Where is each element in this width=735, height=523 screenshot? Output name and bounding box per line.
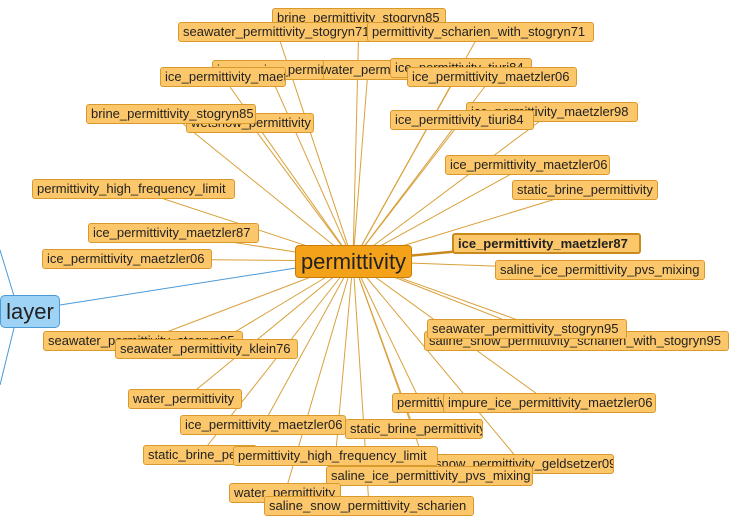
mindmap-node[interactable]: ice_permittivity_maetzler06 bbox=[407, 67, 577, 87]
edge bbox=[352, 111, 553, 262]
mindmap-node[interactable]: water_permittivity bbox=[128, 389, 242, 409]
edge bbox=[170, 113, 354, 262]
center-node-permittivity[interactable]: permittivity bbox=[295, 245, 412, 278]
edge bbox=[352, 67, 462, 262]
mindmap-node[interactable]: ice_permittivity_maetzler87 bbox=[88, 223, 259, 243]
mindmap-node[interactable]: static_brine_permittivity bbox=[512, 180, 658, 200]
mindmap-node[interactable]: ice_permittivity_maetzler06 bbox=[180, 415, 346, 435]
mindmap-node[interactable]: seawater_permittivity_klein76 bbox=[115, 339, 298, 359]
edge bbox=[249, 122, 354, 262]
edge bbox=[352, 260, 523, 465]
root-node-layer[interactable]: layer bbox=[0, 295, 60, 328]
mindmap-node[interactable]: saline_snow_permittivity_scharien bbox=[264, 496, 474, 516]
edge bbox=[262, 260, 354, 426]
edge-root-center bbox=[59, 267, 297, 306]
mindmap-node[interactable]: ice_permittivity_tiuri84 bbox=[390, 110, 534, 130]
mindmap-node[interactable]: permittivity_scharien_with_stogryn71 bbox=[367, 22, 594, 42]
edge-root-offscreen bbox=[0, 327, 15, 386]
mindmap-node[interactable]: static_brine_permittivity bbox=[143, 445, 257, 465]
mindmap-node[interactable]: seawater_permittivity_stogryn71 bbox=[178, 22, 376, 42]
mindmap-node[interactable]: ice_permittivity_maetzler06 bbox=[445, 155, 610, 175]
edge bbox=[352, 260, 430, 477]
edge bbox=[267, 69, 354, 262]
mindmap-node[interactable]: ice_permittivity_maetzler87 bbox=[452, 233, 641, 254]
mindmap-node[interactable]: permittivity_high_frequency_limit bbox=[233, 446, 438, 466]
mindmap-node[interactable]: permittivity_high_frequency_limit bbox=[32, 179, 235, 199]
mindmap-node[interactable]: saline_ice_permittivity_pvs_mixing bbox=[326, 466, 533, 486]
edge bbox=[352, 17, 360, 262]
mindmap-node[interactable]: static_brine_permittivity bbox=[345, 419, 483, 439]
mindmap-node[interactable]: seawater_permittivity_stogryn95 bbox=[427, 319, 627, 339]
edge bbox=[184, 260, 354, 400]
mindmap-node[interactable]: permittivity bbox=[392, 393, 450, 413]
mindmap-node[interactable]: saline_ice_permittivity_pvs_mixing bbox=[495, 260, 705, 280]
edge bbox=[352, 260, 422, 404]
mindmap-node[interactable]: ice_permittivity_maetzler06 bbox=[42, 249, 212, 269]
mindmap-node[interactable]: brine_permittivity_stogryn85 bbox=[86, 104, 256, 124]
mindmap-node[interactable]: ice_permittivity_maetzler06 bbox=[160, 67, 286, 87]
mindmap-node[interactable]: impure_ice_permittivity_maetzler06 bbox=[443, 393, 656, 413]
edge-root-offscreen bbox=[0, 249, 15, 297]
edge bbox=[352, 119, 463, 262]
edge bbox=[352, 69, 369, 262]
